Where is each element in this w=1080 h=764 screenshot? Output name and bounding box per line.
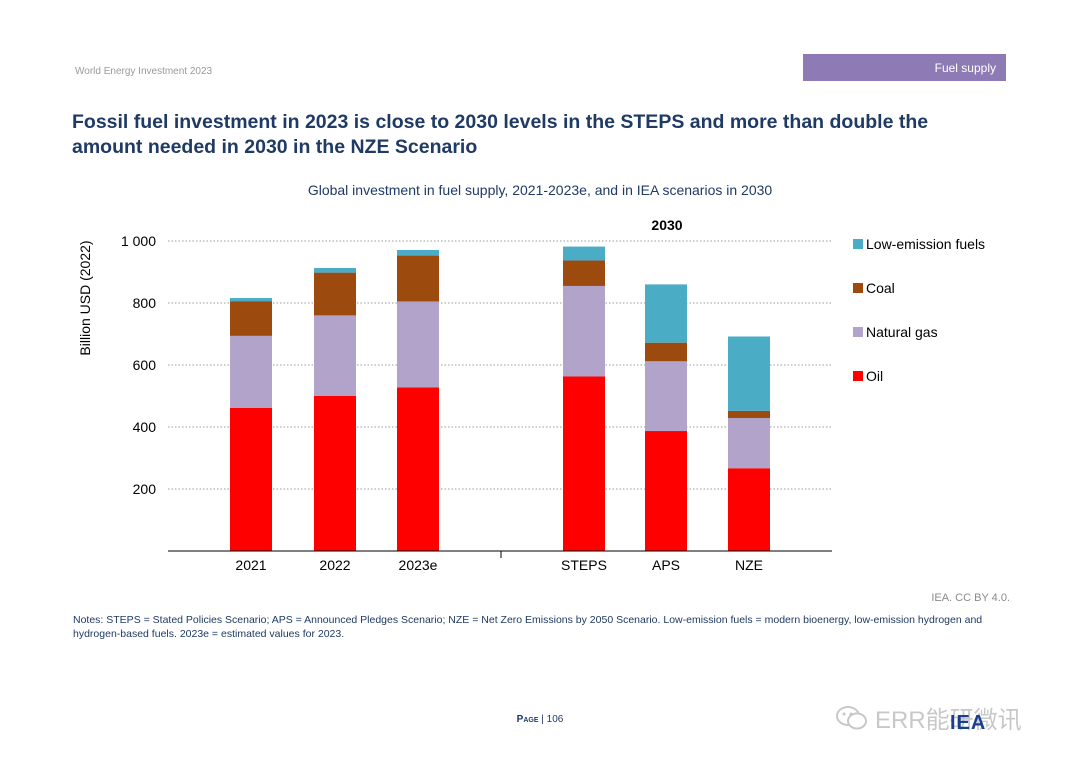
bar-coal-2023e: [397, 255, 439, 302]
bar-coal-2021: [230, 301, 272, 336]
bar-low-emission-fuels-2021: [230, 298, 272, 302]
legend-label: Coal: [866, 280, 895, 296]
bar-oil-2021: [230, 407, 272, 551]
bar-oil-nze: [728, 468, 770, 551]
y-tick-label: 200: [133, 481, 157, 497]
iea-logo: IEA: [950, 712, 1010, 734]
legend-swatch: [853, 283, 863, 293]
legend-label: Low-emission fuels: [866, 236, 985, 252]
chart-notes: Notes: STEPS = Stated Policies Scenario;…: [73, 614, 983, 640]
wechat-icon: [836, 705, 867, 729]
x-tick-label: STEPS: [561, 557, 607, 573]
page-title: Fossil fuel investment in 2023 is close …: [72, 111, 929, 158]
x-tick-label: 2022: [319, 557, 350, 573]
legend-label: Oil: [866, 368, 883, 384]
page-word: Page: [516, 714, 539, 725]
bar-natural-gas-aps: [645, 361, 687, 432]
page-number-value: 106: [546, 714, 564, 725]
x-tick-label: NZE: [735, 557, 763, 573]
section-tab-label: Fuel supply: [934, 60, 996, 75]
group-label-2030: 2030: [651, 217, 682, 233]
x-tick-label: APS: [652, 557, 680, 573]
legend-label: Natural gas: [866, 324, 938, 340]
section-tab: Fuel supply: [803, 54, 1006, 81]
source-credit: IEA. CC BY 4.0.: [931, 592, 1010, 604]
watermark: ERR能研微讯: [835, 700, 1022, 735]
legend-swatch: [853, 371, 863, 381]
bar-natural-gas-2021: [230, 335, 272, 408]
y-tick-label: 400: [133, 419, 157, 435]
y-axis-label: Billion USD (2022): [77, 240, 93, 355]
grid-layer: [168, 240, 832, 490]
page-number: Page | 106: [516, 714, 564, 725]
bar-natural-gas-nze: [728, 418, 770, 469]
bar-layer: [230, 246, 770, 551]
bar-oil-steps: [563, 376, 605, 551]
bar-coal-nze: [728, 410, 770, 419]
y-tick-label: 600: [133, 357, 157, 373]
axis-layer: 200 400 600 800 1 000 2021 2022 2023e STEPS APS NZ…: [77, 217, 832, 573]
bar-low-emission-fuels-steps: [563, 246, 605, 261]
chart-title: Global investment in fuel supply, 2021-2…: [307, 182, 773, 198]
legend-layer: Low-emission fuels Coal Natural gas Oil: [853, 236, 985, 384]
bar-low-emission-fuels-aps: [645, 284, 687, 343]
bar-natural-gas-2023e: [397, 301, 439, 388]
bar-natural-gas-steps: [563, 285, 605, 377]
y-tick-label: 1 000: [121, 233, 156, 249]
bar-coal-steps: [563, 260, 605, 286]
bar-oil-2023e: [397, 387, 439, 551]
watermark-text: ERR能研微讯: [875, 707, 1022, 734]
bar-oil-aps: [645, 431, 687, 551]
bar-low-emission-fuels-nze: [728, 336, 770, 411]
bar-low-emission-fuels-2023e: [397, 249, 439, 256]
legend-swatch: [853, 239, 863, 249]
bar-low-emission-fuels-2022: [314, 267, 356, 273]
legend-swatch: [853, 327, 863, 337]
bar-coal-2022: [314, 272, 356, 316]
y-tick-label: 800: [133, 295, 157, 311]
bar-oil-2022: [314, 396, 356, 551]
bar-natural-gas-2022: [314, 315, 356, 396]
publication-name: World Energy Investment 2023: [75, 66, 213, 77]
x-tick-label: 2021: [235, 557, 266, 573]
x-tick-label: 2023e: [399, 557, 438, 573]
iea-logo-text: IEA: [950, 712, 987, 734]
bar-coal-aps: [645, 342, 687, 362]
